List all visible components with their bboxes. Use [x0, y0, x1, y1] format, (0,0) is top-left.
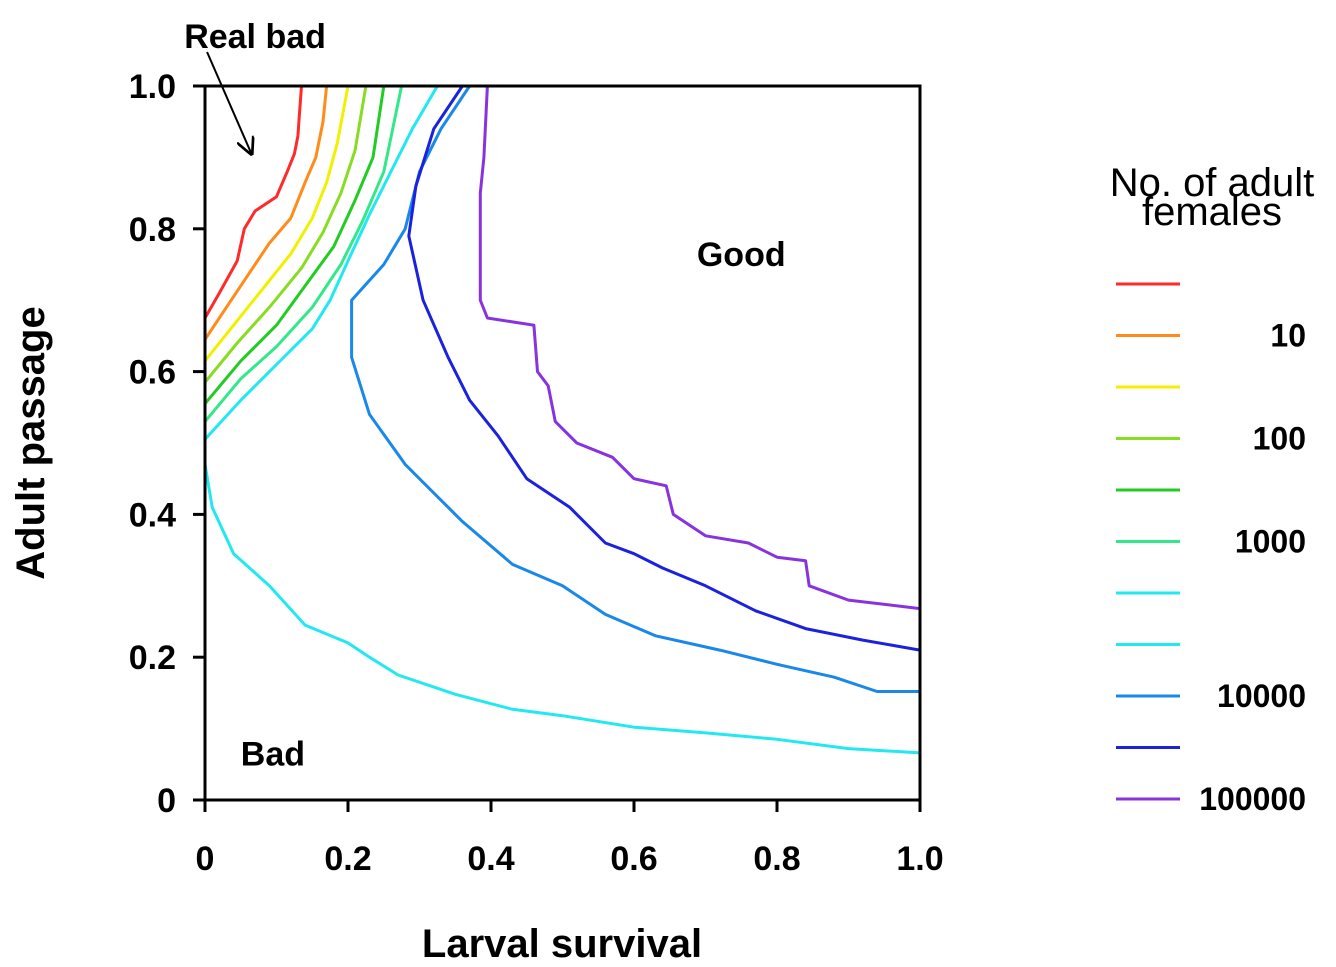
legend-label: 10000 [1217, 678, 1306, 714]
contour-line-5 [205, 86, 386, 405]
contour-line-6 [205, 86, 404, 423]
annotation-2: Good [697, 236, 786, 274]
contour-line-3 [205, 86, 350, 362]
y-tick-label: 0 [157, 782, 176, 820]
y-tick-label: 0.8 [129, 211, 176, 249]
annotation-1: Real bad [184, 18, 326, 56]
legend-label: 100000 [1199, 781, 1306, 817]
contour-line-2 [205, 86, 329, 341]
contour-line-11 [478, 86, 920, 611]
contour-line-4 [205, 86, 368, 384]
x-tick-label: 0 [196, 840, 215, 878]
x-tick-label: 0.4 [467, 840, 514, 878]
axes: 0 0.2 0.4 0.6 0.8 1.0 0 0.2 0.4 0.6 0.8 1.0 [129, 68, 944, 878]
legend-label: 100 [1253, 421, 1306, 457]
contour-line-7 [205, 86, 439, 441]
y-tick-label: 1.0 [129, 68, 176, 106]
annotation-arrow [206, 51, 251, 154]
x-tick-label: 1.0 [896, 840, 943, 878]
y-tick-label: 0.2 [129, 639, 176, 677]
y-tick-label: 0.4 [129, 496, 176, 534]
x-tick-label: 0.2 [324, 840, 371, 878]
legend-title-line1: No. of adult [1110, 161, 1315, 205]
legend-label: 10 [1270, 318, 1306, 354]
y-axis-title: Adult passage [9, 306, 53, 579]
plot-frame [203, 84, 922, 802]
annotation-3: Bad [241, 736, 305, 774]
contour-line-9 [350, 86, 920, 693]
legend-title-line2: females [1142, 190, 1282, 234]
contour-line-8 [205, 464, 920, 755]
legend: No. of adult females 10 100 1000 10000 10000… [1110, 161, 1315, 817]
contour-lines [205, 86, 920, 755]
contour-line-1 [205, 86, 303, 319]
legend-label: 1000 [1235, 524, 1306, 560]
x-tick-label: 0.8 [753, 840, 800, 878]
y-tick-label: 0.6 [129, 354, 176, 392]
contour-line-10 [407, 86, 920, 652]
x-tick-label: 0.6 [610, 840, 657, 878]
x-axis-title: Larval survival [422, 922, 702, 966]
annotations: Real bad Good Bad [184, 18, 785, 774]
